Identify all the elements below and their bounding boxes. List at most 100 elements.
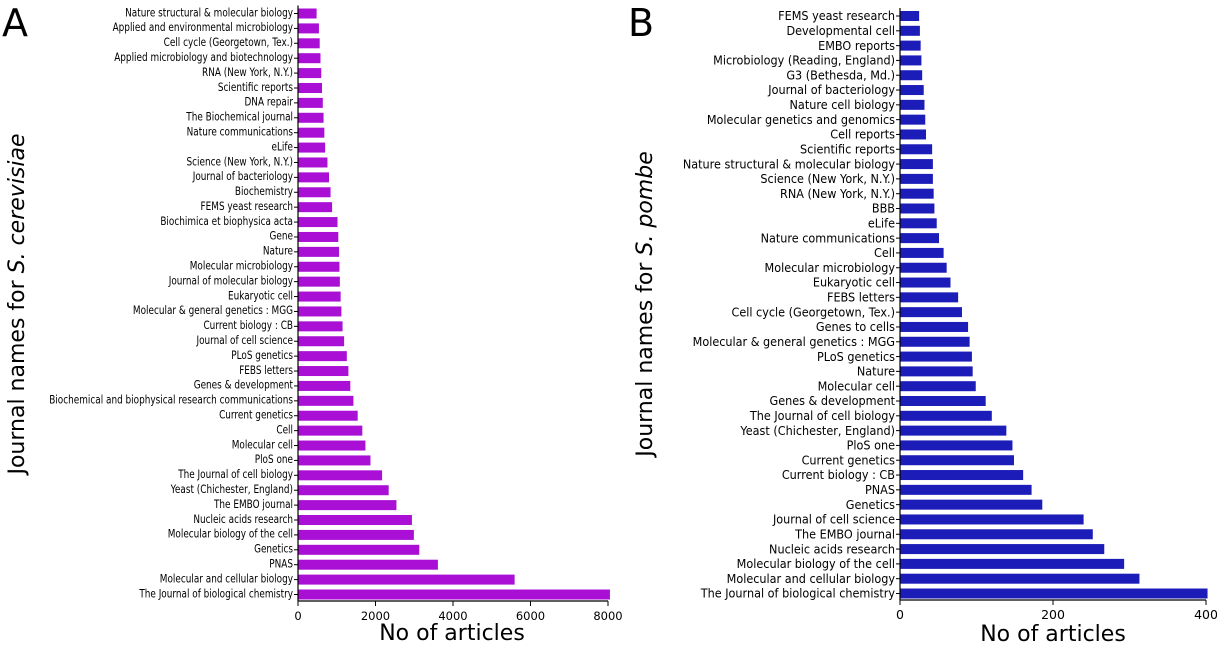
panel-a-bar: [298, 425, 363, 436]
panel-b-bar: [900, 425, 1007, 436]
panel-a-category-label: PLoS genetics: [231, 350, 293, 362]
panel-a-bar: [298, 157, 328, 168]
panel-a-category-label: Nucleic acids research: [193, 514, 293, 526]
panel-a-bar: [298, 8, 317, 19]
panel-b-bar: [900, 11, 920, 21]
panel-b-category-label: Current biology : CB: [782, 468, 895, 483]
panel-a-category-label: FEMS yeast research: [201, 201, 293, 213]
panel-a-bar: [298, 589, 610, 600]
panel-b-letter: B: [628, 1, 654, 45]
panel-b-category-label: Molecular microbiology: [765, 260, 895, 275]
panel-a-bar: [298, 217, 338, 228]
panel-b-category-label: Nature cell biology: [790, 97, 895, 112]
panel-a-category-label: Current biology : CB: [203, 320, 293, 332]
panel-a-x-tick-label: 0: [294, 609, 301, 623]
panel-b-bar: [900, 396, 986, 406]
panel-b-bar: [900, 277, 951, 288]
panel-a-category-label: FEBS letters: [239, 365, 293, 377]
panel-a-category-label: Nature structural & molecular biology: [125, 7, 293, 19]
panel-b-category-label: Nature communications: [761, 231, 895, 246]
panel-a-x-tick-label: 2000: [361, 609, 390, 623]
panel-b-category-label: Cell: [874, 246, 895, 261]
panel-b-bar: [900, 366, 973, 377]
panel-a-bar: [298, 380, 351, 391]
panel-a-bar: [298, 395, 354, 406]
panel-a-bar: [298, 202, 333, 213]
panel-b-category-label: The Journal of biological chemistry: [700, 586, 895, 601]
panel-a-bar: [298, 351, 347, 362]
panel-a-chart: A Journal names for S. cerevisiae No of …: [2, 1, 623, 646]
panel-b-bar: [900, 470, 1024, 481]
panel-b-bar: [900, 307, 962, 318]
panel-b-category-label: RNA (New York, N.Y.): [780, 186, 895, 201]
panel-b-bar: [900, 529, 1093, 540]
panel-a-category-label: Biochemistry: [235, 186, 293, 198]
panel-a-bar: [298, 23, 319, 34]
panel-a-bar: [298, 455, 371, 466]
panel-a-category-label: PloS one: [255, 454, 293, 466]
panel-a-bar: [298, 38, 320, 49]
panel-b-bar: [900, 85, 924, 96]
panel-b-category-label: Journal of bacteriology: [767, 83, 895, 98]
panel-a-category-label: Yeast (Chichester, England): [170, 484, 293, 496]
panel-b-category-label: Yeast (Chichester, England): [739, 423, 895, 438]
panel-a-bar: [298, 306, 342, 317]
panel-b-bar: [900, 440, 1013, 451]
panel-b-category-label: Cell cycle (Georgetown, Tex.): [731, 305, 895, 320]
panel-a-category-label: RNA (New York, N.Y.): [202, 67, 293, 79]
panel-a-bar: [298, 246, 340, 257]
panel-b-category-label: Genes & development: [769, 394, 895, 409]
panel-a-category-label: Applied and environmental microbiology: [113, 22, 293, 34]
panel-b-bar: [900, 188, 934, 199]
panel-a-bar: [298, 68, 322, 79]
panel-a-category-label: Cell: [276, 424, 293, 436]
panel-b-category-label: Nature structural & molecular biology: [683, 157, 895, 172]
panel-b-category-label: PLoS genetics: [817, 349, 895, 364]
panel-b-bar: [900, 410, 992, 421]
panel-a-category-label: eLife: [271, 141, 293, 153]
panel-b-bar: [900, 173, 933, 184]
panel-b-bar: [900, 292, 959, 303]
panel-a-category-label: Genes & development: [194, 380, 293, 392]
panel-a-bar: [298, 515, 412, 526]
panel-b-category-label: G3 (Bethesda, Md.): [786, 68, 895, 83]
panel-b-bar: [900, 129, 927, 140]
panel-a-category-label: Cell cycle (Georgetown, Tex.): [164, 37, 293, 49]
panel-b-x-tick-label: 0: [896, 607, 904, 622]
panel-a-bar: [298, 142, 326, 153]
panel-b-category-label: eLife: [868, 216, 895, 231]
panel-b-category-label: Scientific reports: [800, 142, 895, 157]
panel-b-category-label: Journal of cell science: [772, 512, 895, 527]
panel-b-bar: [900, 247, 944, 258]
panel-a-category-label: The Journal of biological chemistry: [138, 588, 293, 600]
panel-a-bar: [298, 500, 397, 511]
panel-b-bar: [900, 144, 933, 155]
panel-a-y-axis-title: Journal names for S. cerevisiae: [5, 133, 30, 476]
panel-b-category-label: Molecular genetics and genomics: [707, 112, 895, 127]
panel-b-bar: [900, 514, 1084, 525]
panel-a-bar: [298, 261, 340, 272]
panel-b-y-axis-title: Journal names for S. pombe: [633, 151, 658, 458]
panel-a-category-label: The Journal of cell biology: [177, 469, 293, 481]
panel-a-x-axis-title: No of articles: [379, 621, 525, 646]
panel-b-category-label: EMBO reports: [818, 38, 895, 53]
panel-b-bar: [900, 499, 1043, 510]
panel-a-category-label: Science (New York, N.Y.): [187, 156, 294, 168]
panel-a-bar: [298, 470, 383, 481]
panel-b-bar: [900, 233, 940, 244]
panel-a-bar: [298, 529, 414, 540]
panel-b-x-tick-label: 200: [1041, 607, 1065, 622]
panel-a-category-label: The Biochemical journal: [185, 112, 293, 124]
panel-a-bar: [298, 544, 420, 555]
panel-b-category-label: Cell reports: [830, 127, 895, 142]
panel-b-category-label: The EMBO journal: [794, 527, 895, 542]
panel-a-bar: [298, 97, 323, 108]
panel-b-category-label: Nucleic acids research: [769, 542, 895, 557]
panel-b-category-label: Genes to cells: [816, 320, 895, 335]
panel-b-bar: [900, 159, 933, 170]
panel-a-category-label: Current genetics: [219, 410, 293, 422]
panel-a-bar: [298, 291, 341, 302]
panel-b-bar: [900, 203, 935, 214]
panel-b-category-label: Eukaryotic cell: [813, 275, 895, 290]
panel-a-category-label: The EMBO journal: [213, 499, 293, 511]
